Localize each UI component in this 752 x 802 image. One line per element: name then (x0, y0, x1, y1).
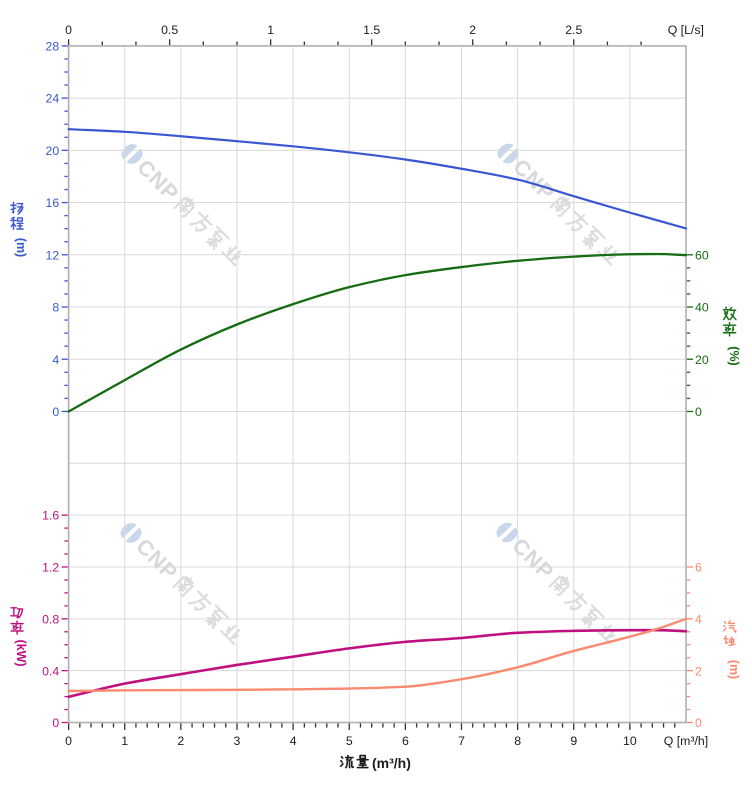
svg-text:60: 60 (695, 248, 709, 262)
svg-text:Q [m³/h]: Q [m³/h] (664, 734, 708, 748)
svg-text:0: 0 (695, 716, 702, 730)
svg-text:6: 6 (695, 561, 702, 575)
svg-text:(m³/h): (m³/h) (372, 755, 411, 771)
svg-text:0: 0 (65, 23, 72, 37)
svg-text:24: 24 (46, 92, 60, 106)
svg-text:0: 0 (65, 734, 72, 748)
svg-text:4: 4 (52, 353, 59, 367)
svg-text:(kW): (kW) (14, 639, 28, 666)
svg-text:16: 16 (46, 196, 60, 210)
svg-text:0: 0 (52, 405, 59, 419)
svg-text:1.2: 1.2 (42, 561, 59, 575)
svg-text:9: 9 (570, 734, 577, 748)
svg-text:(m): (m) (14, 238, 28, 257)
svg-text:1.5: 1.5 (363, 23, 380, 37)
svg-text:4: 4 (695, 612, 702, 626)
svg-text:2: 2 (469, 23, 476, 37)
svg-text:1.6: 1.6 (42, 509, 59, 523)
svg-text:20: 20 (46, 144, 60, 158)
svg-text:0.4: 0.4 (42, 664, 59, 678)
svg-text:(%): (%) (727, 346, 741, 365)
svg-text:20: 20 (695, 353, 709, 367)
svg-text:3: 3 (234, 734, 241, 748)
svg-text:8: 8 (52, 301, 59, 315)
svg-text:1: 1 (121, 734, 128, 748)
svg-text:0.8: 0.8 (42, 612, 59, 626)
svg-text:12: 12 (46, 248, 60, 262)
svg-text:4: 4 (290, 734, 297, 748)
svg-text:(m): (m) (727, 660, 741, 679)
svg-text:0: 0 (695, 405, 702, 419)
svg-text:7: 7 (458, 734, 465, 748)
svg-text:0: 0 (52, 716, 59, 730)
svg-text:6: 6 (402, 734, 409, 748)
svg-text:2.5: 2.5 (565, 23, 582, 37)
svg-text:10: 10 (623, 734, 637, 748)
svg-text:40: 40 (695, 301, 709, 315)
svg-text:1: 1 (267, 23, 274, 37)
svg-text:2: 2 (695, 664, 702, 678)
svg-text:5: 5 (346, 734, 353, 748)
svg-text:28: 28 (46, 40, 60, 54)
svg-text:0.5: 0.5 (161, 23, 178, 37)
svg-text:2: 2 (177, 734, 184, 748)
svg-text:8: 8 (514, 734, 521, 748)
svg-text:Q [L/s]: Q [L/s] (668, 23, 704, 37)
